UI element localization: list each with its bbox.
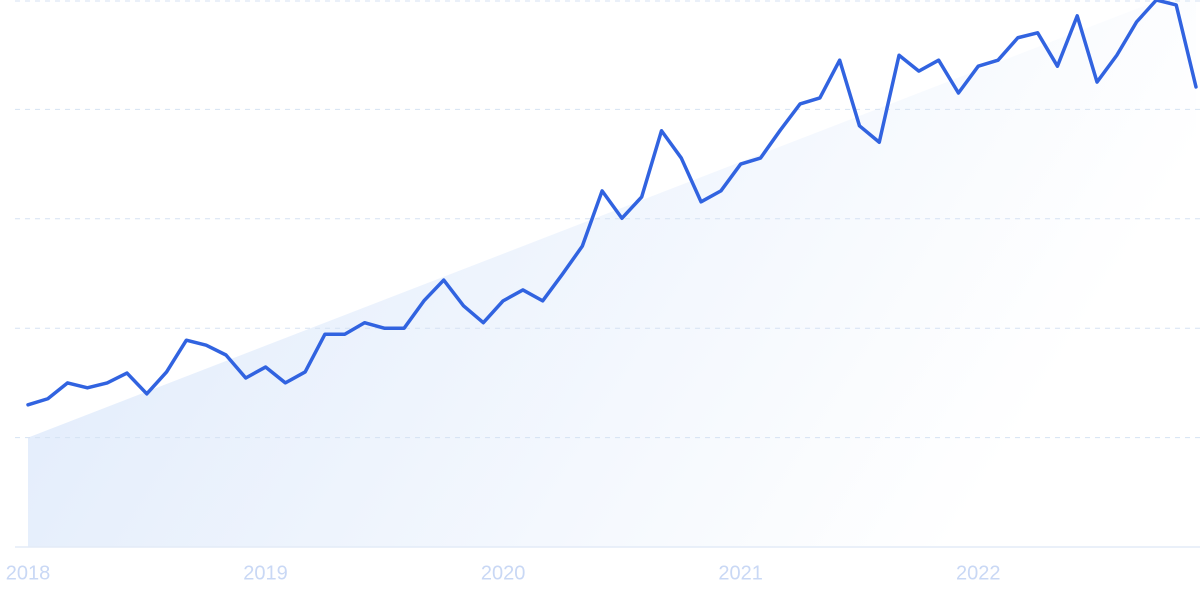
x-tick-label: 2021 [718, 562, 763, 584]
x-tick-label: 2018 [6, 562, 51, 584]
x-tick-label: 2019 [243, 562, 288, 584]
trend-area [28, 0, 1196, 547]
trend-line [26, 0, 1198, 407]
x-tick-label: 2020 [481, 562, 526, 584]
x-tick-label: 2022 [956, 562, 1001, 584]
